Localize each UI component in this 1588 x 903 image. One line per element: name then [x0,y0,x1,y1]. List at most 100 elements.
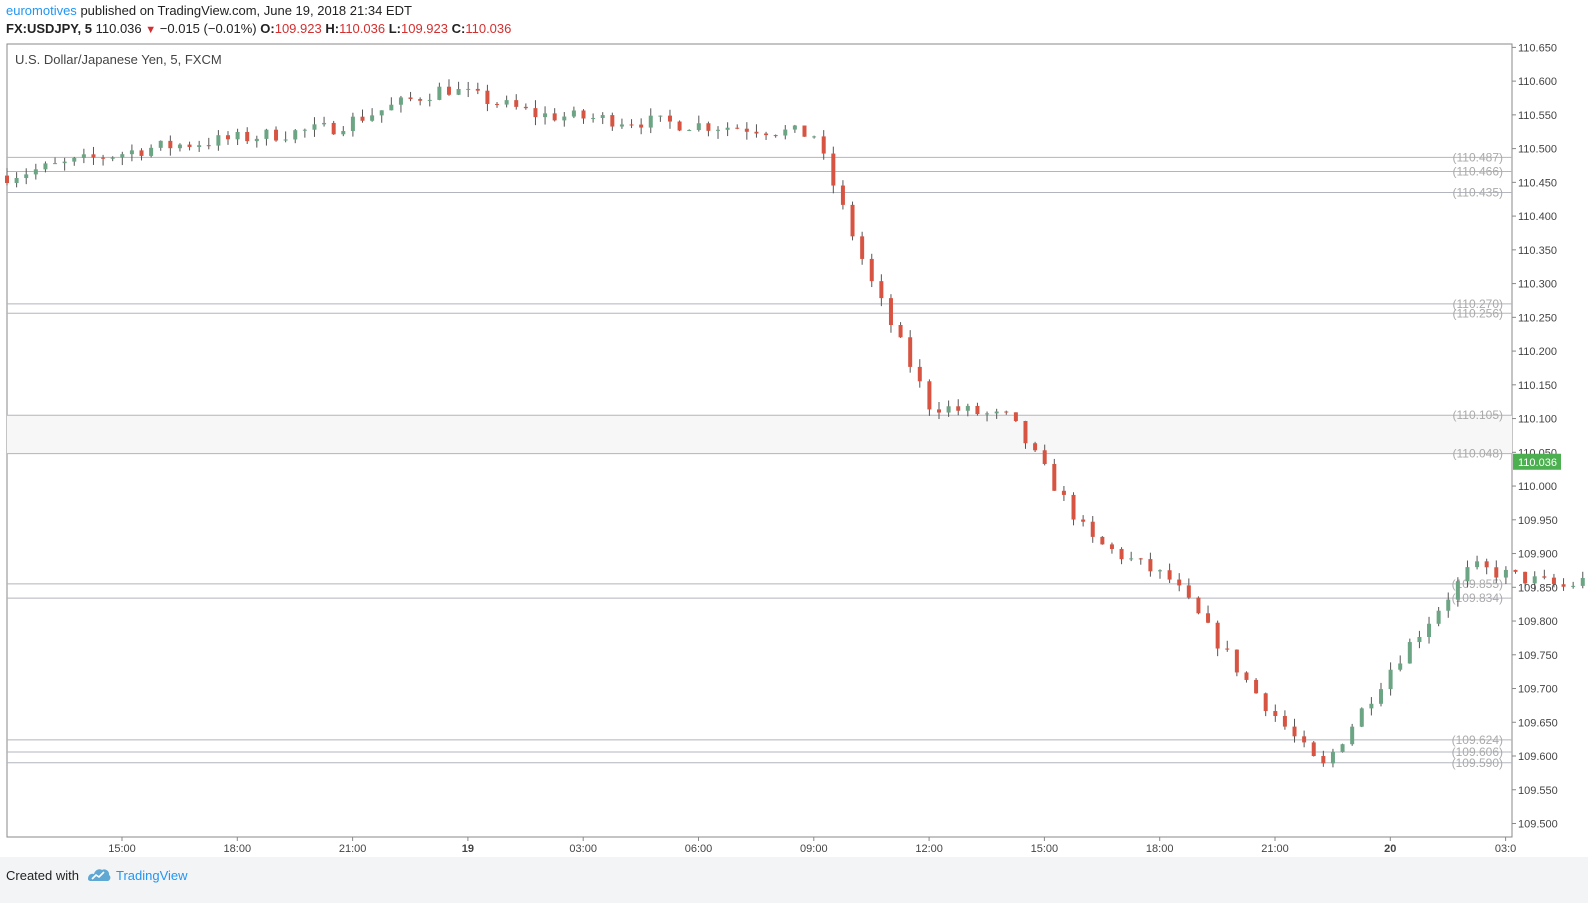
level-label: (109.834) [1452,591,1503,605]
candle-up [1571,585,1576,587]
candle-down [1484,561,1489,568]
level-label: (110.487) [1453,150,1503,164]
y-tick-label: 109.650 [1518,717,1558,729]
created-with-text: Created with [6,868,79,883]
candle-up [1330,751,1335,764]
candle-up [812,136,817,138]
y-tick-label: 110.550 [1518,110,1557,122]
candle-down [667,115,672,122]
level-label: (109.855) [1452,577,1503,591]
candle-down [1254,679,1259,694]
candle-up [1398,663,1403,670]
candle-down [802,125,807,137]
candle-down [879,281,884,299]
candle-up [81,154,86,158]
candle-down [581,110,586,119]
level-label: (110.466) [1453,165,1503,179]
y-tick-label: 110.500 [1518,144,1557,156]
candle-up [1158,570,1162,572]
x-tick-label: 15:00 [1031,843,1059,855]
down-arrow-icon: ▼ [145,24,157,36]
candle-up [1503,569,1508,578]
candle-down [1263,693,1268,712]
candle-down [975,405,980,415]
candle-down [1302,736,1307,743]
candle-up [504,100,509,105]
y-tick-label: 110.000 [1518,481,1557,493]
chart-title: U.S. Dollar/Japanese Yen, 5, FXCM [15,52,222,67]
candle-up [216,135,221,146]
tradingview-brand[interactable]: TradingView [116,868,188,883]
level-label: (109.590) [1452,756,1503,770]
y-tick-label: 110.150 [1518,380,1557,392]
level-label: (110.105) [1453,408,1503,422]
candle-up [1359,708,1364,727]
candle-up [600,115,605,118]
candle-up [437,86,442,100]
candle-down [360,116,365,121]
y-tick-label: 109.550 [1518,785,1558,797]
level-label: (110.270) [1453,297,1503,311]
candle-down [744,128,749,132]
candle-down [475,88,480,91]
candle-down [1100,536,1105,545]
candle-down [1282,715,1287,727]
level-label: (110.256) [1453,306,1503,320]
candle-up [783,129,788,136]
x-tick-label: 12:00 [915,843,943,855]
candle-up [1129,558,1134,560]
y-tick-label: 110.400 [1518,211,1557,223]
candle-down [821,136,826,154]
candle-down [418,99,423,101]
candle-up [985,413,990,415]
candle-down [1023,420,1028,444]
candle-up [1465,567,1470,582]
candle-down [1551,577,1556,585]
candle-up [1350,726,1355,745]
candle-down [1494,567,1499,578]
level-label: (110.435) [1453,185,1503,199]
candle-up [1417,636,1422,643]
candle-down [1561,584,1566,587]
candle-down [206,145,211,147]
candle-up [24,174,29,179]
candle-down [840,185,845,205]
y-tick-label: 109.700 [1518,684,1558,696]
candle-down [1206,613,1211,623]
candle-up [110,157,115,159]
author-link[interactable]: euromotives [6,3,77,18]
candle-up [398,97,403,105]
y-tick-label: 110.650 [1518,42,1557,54]
symbol-label: FX:USDJPY, 5 [6,21,92,36]
candle-up [283,139,288,141]
candle-up [543,113,548,118]
candle-down [917,366,922,382]
candle-down [1071,494,1076,520]
low-label: L: [388,21,401,36]
price-chart[interactable]: (110.487)(110.466)(110.435)(110.270)(110… [0,0,1588,857]
candle-up [322,122,327,125]
y-tick-label: 110.300 [1518,279,1557,291]
y-tick-label: 110.200 [1518,346,1557,358]
candle-down [1186,585,1191,598]
tradingview-logo-icon[interactable] [86,866,112,884]
candle-down [1273,711,1278,716]
candle-down [1081,519,1086,522]
candle-down [495,103,500,105]
candle-up [293,130,298,140]
x-tick-label: 21:00 [339,843,367,855]
candle-down [706,123,711,131]
candle-down [1004,411,1009,413]
footer-bar: Created with TradingView [0,857,1588,903]
candle-down [908,337,913,367]
x-tick-label: 03:00 [569,843,597,855]
candle-down [1225,648,1230,650]
level-label: (109.624) [1452,733,1503,747]
candle-up [1427,623,1432,637]
candle-down [927,381,932,410]
candle-up [619,124,624,127]
y-tick-label: 110.350 [1518,245,1557,257]
candle-down [446,86,451,95]
low-value: 109.923 [401,21,448,36]
y-tick-label: 110.600 [1518,76,1557,88]
